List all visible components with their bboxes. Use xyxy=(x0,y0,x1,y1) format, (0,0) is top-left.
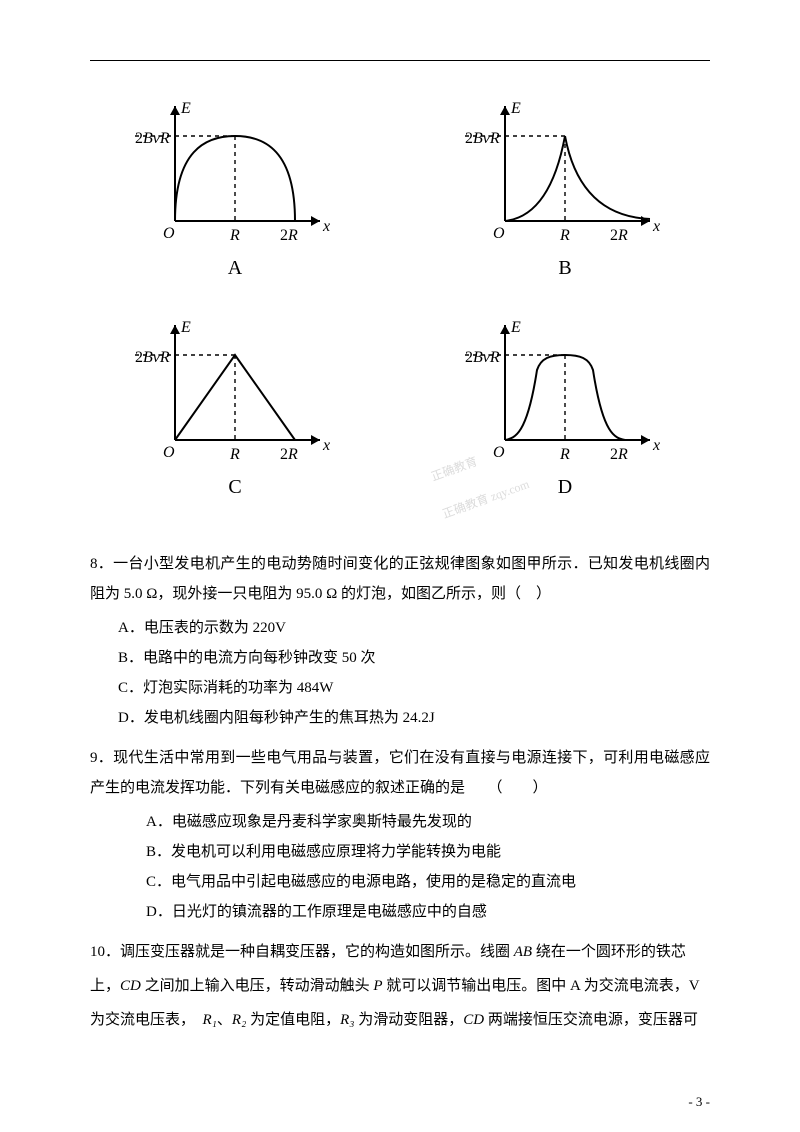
top-rule xyxy=(90,60,710,61)
q8-opt-b: B．电路中的电流方向每秒钟改变 50 次 xyxy=(118,643,710,673)
x-tick-r: R xyxy=(229,446,240,463)
x-tick-2r: 2R xyxy=(610,227,628,244)
q10-l2-a: 上， xyxy=(90,978,120,994)
q10-var-r1: R₁ xyxy=(203,1012,217,1028)
y-axis-label: E xyxy=(510,100,521,117)
q9-opt-c: C．电气用品中引起电磁感应的电源电路，使用的是稳定的直流电 xyxy=(146,867,710,897)
x-axis-label: x xyxy=(652,218,660,235)
q10-line3: 为交流电压表， R₁、R₂ 为定值电阻，R₃ 为滑动变阻器，CD 两端接恒压交流… xyxy=(90,1005,710,1035)
q10-l1-b: 绕在一个圆环形的铁芯 xyxy=(532,944,686,960)
x-tick-2r: 2R xyxy=(280,227,298,244)
y-axis-label: E xyxy=(510,319,521,336)
x-tick-r: R xyxy=(559,227,570,244)
y-axis-label: E xyxy=(180,319,191,336)
x-tick-2r: 2R xyxy=(280,446,298,463)
q10-l3-d: 两端接恒压交流电源，变压器可 xyxy=(484,1012,698,1028)
y-tick-2bvr: 2BvR xyxy=(465,130,500,147)
q10-var-cd2: CD xyxy=(463,1012,484,1028)
graph-letter-b: B xyxy=(465,257,665,280)
q8-opt-c: C．灯泡实际消耗的功率为 484W xyxy=(118,673,710,703)
q10-l3-mid: 、 xyxy=(217,1012,232,1028)
origin-label: O xyxy=(163,225,175,242)
q8-opt-a: A．电压表的示数为 220V xyxy=(118,613,710,643)
graph-c: E 2BvR O R 2R x C xyxy=(135,310,335,499)
q10-l3-b: 为定值电阻， xyxy=(246,1012,340,1028)
q9-opt-a: A．电磁感应现象是丹麦科学家奥斯特最先发现的 xyxy=(146,807,710,837)
q8-stem: 8．一台小型发电机产生的电动势随时间变化的正弦规律图象如图甲所示．已知发电机线圈… xyxy=(90,549,710,609)
origin-label: O xyxy=(493,444,505,461)
q10-l3-a: 为交流电压表， xyxy=(90,1012,203,1028)
graph-b: E 2BvR O R 2R x B xyxy=(465,91,665,280)
q10-var-r3: R₃ xyxy=(340,1012,354,1028)
x-tick-r: R xyxy=(229,227,240,244)
graph-a: E 2BvR O R 2R x A xyxy=(135,91,335,280)
q10-l1-a: 10．调压变压器就是一种自耦变压器，它的构造如图所示。线圈 xyxy=(90,944,514,960)
q10-var-cd: CD xyxy=(120,978,141,994)
q10-l3-c: 为滑动变阻器， xyxy=(354,1012,463,1028)
x-axis-label: x xyxy=(322,218,330,235)
graph-letter-c: C xyxy=(135,476,335,499)
y-tick-2bvr: 2BvR xyxy=(465,349,500,366)
graph-letter-d: D xyxy=(465,476,665,499)
y-tick-2bvr: 2BvR xyxy=(135,349,170,366)
q9-opt-d: D．日光灯的镇流器的工作原理是电磁感应中的自感 xyxy=(146,897,710,927)
q10-l2-c: 就可以调节输出电压。图中 A 为交流电流表，V xyxy=(383,978,700,994)
origin-label: O xyxy=(493,225,505,242)
q10-var-ab: AB xyxy=(514,944,532,960)
q10-l2-b: 之间加上输入电压，转动滑动触头 xyxy=(141,978,374,994)
q9-opt-b: B．发电机可以利用电磁感应原理将力学能转换为电能 xyxy=(146,837,710,867)
y-axis-label: E xyxy=(180,100,191,117)
y-tick-2bvr: 2BvR xyxy=(135,130,170,147)
q10-var-p: P xyxy=(373,978,382,994)
q10-line2: 上，CD 之间加上输入电压，转动滑动触头 P 就可以调节输出电压。图中 A 为交… xyxy=(90,971,710,1001)
x-tick-r: R xyxy=(559,446,570,463)
x-tick-2r: 2R xyxy=(610,446,628,463)
x-axis-label: x xyxy=(652,437,660,454)
page-number: - 3 - xyxy=(688,1094,710,1110)
x-axis-label: x xyxy=(322,437,330,454)
q10-line1: 10．调压变压器就是一种自耦变压器，它的构造如图所示。线圈 AB 绕在一个圆环形… xyxy=(90,937,710,967)
graphs-grid: E 2BvR O R 2R x A E 2BvR xyxy=(90,91,710,499)
q10-var-r2: R₂ xyxy=(232,1012,246,1028)
q9-stem: 9．现代生活中常用到一些电气用品与装置，它们在没有直接与电源连接下，可利用电磁感… xyxy=(90,743,710,803)
graph-d: E 2BvR O R 2R x D xyxy=(465,310,665,499)
q8-opt-d: D．发电机线圈内阻每秒钟产生的焦耳热为 24.2J xyxy=(118,703,710,733)
graph-letter-a: A xyxy=(135,257,335,280)
origin-label: O xyxy=(163,444,175,461)
